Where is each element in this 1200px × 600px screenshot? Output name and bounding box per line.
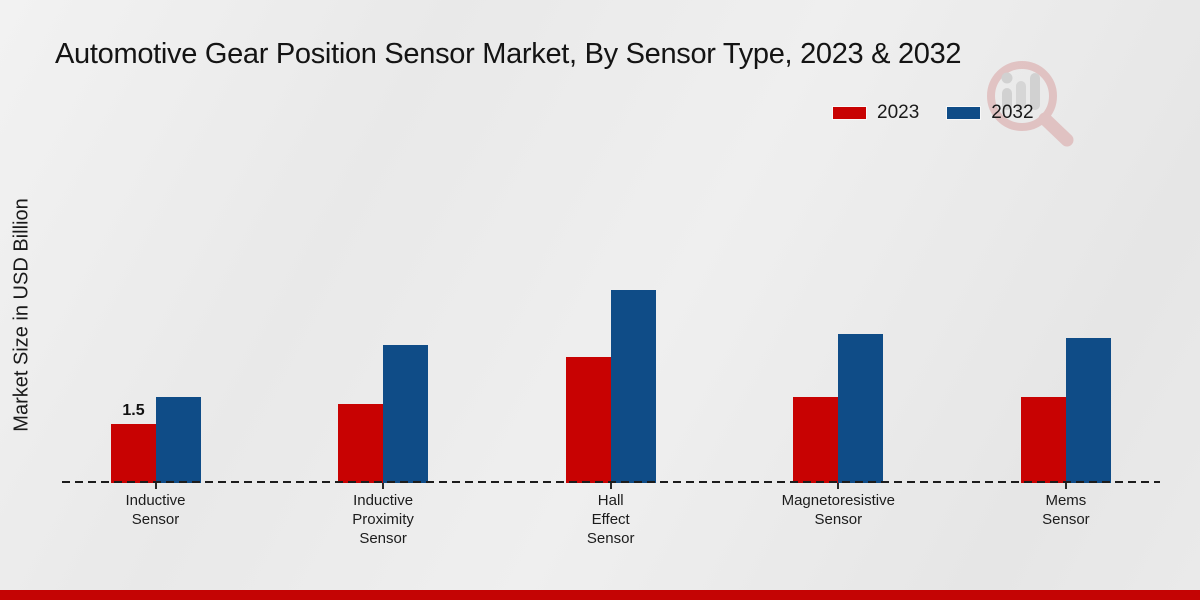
legend-item-2023: 2023 bbox=[832, 102, 920, 124]
bar-value-label-2023-inductive-sensor: 1.5 bbox=[122, 402, 145, 419]
bar-2023-magnetoresistive-sensor bbox=[793, 397, 839, 483]
legend: 2023 2032 bbox=[832, 102, 1034, 124]
category-label-hall-effect-sensor: Hall Effect Sensor bbox=[586, 492, 635, 547]
bar-2032-magnetoresistive-sensor bbox=[838, 334, 884, 483]
bar-2032-hall-effect-sensor bbox=[610, 290, 656, 483]
category-label-mems-sensor: Mems Sensor bbox=[1042, 492, 1090, 528]
bar-2023-mems-sensor bbox=[1020, 397, 1066, 483]
x-axis-tick-inductive-proximity-sensor bbox=[382, 483, 385, 489]
x-axis-tick-magnetoresistive-sensor bbox=[837, 483, 840, 489]
x-axis-tick-inductive-sensor bbox=[154, 483, 157, 489]
category-label-inductive-proximity-sensor: Inductive Proximity Sensor bbox=[352, 492, 414, 547]
category-label-inductive-sensor: Inductive Sensor bbox=[125, 492, 186, 528]
x-axis-baseline bbox=[62, 481, 1160, 483]
bar-2032-inductive-proximity-sensor bbox=[383, 345, 429, 483]
bar-2023-inductive-sensor bbox=[110, 424, 156, 483]
footer-accent-bar bbox=[0, 590, 1200, 600]
legend-label: 2023 bbox=[877, 102, 920, 123]
x-axis-tick-hall-effect-sensor bbox=[609, 483, 612, 489]
legend-label: 2032 bbox=[991, 102, 1034, 123]
bar-2023-hall-effect-sensor bbox=[565, 357, 611, 483]
bar-2032-mems-sensor bbox=[1065, 338, 1111, 483]
legend-swatch-2032 bbox=[946, 106, 982, 120]
x-axis-tick-mems-sensor bbox=[1064, 483, 1067, 489]
chart-title: Automotive Gear Position Sensor Market, … bbox=[55, 38, 962, 70]
bar-2023-inductive-proximity-sensor bbox=[338, 404, 384, 483]
legend-swatch-2023 bbox=[832, 106, 867, 120]
bar-2032-inductive-sensor bbox=[155, 397, 201, 483]
magnifier-analytics-logo-icon bbox=[987, 61, 1074, 147]
category-label-magnetoresistive-sensor: Magnetoresistive Sensor bbox=[781, 492, 895, 528]
legend-item-2032: 2032 bbox=[946, 102, 1034, 124]
